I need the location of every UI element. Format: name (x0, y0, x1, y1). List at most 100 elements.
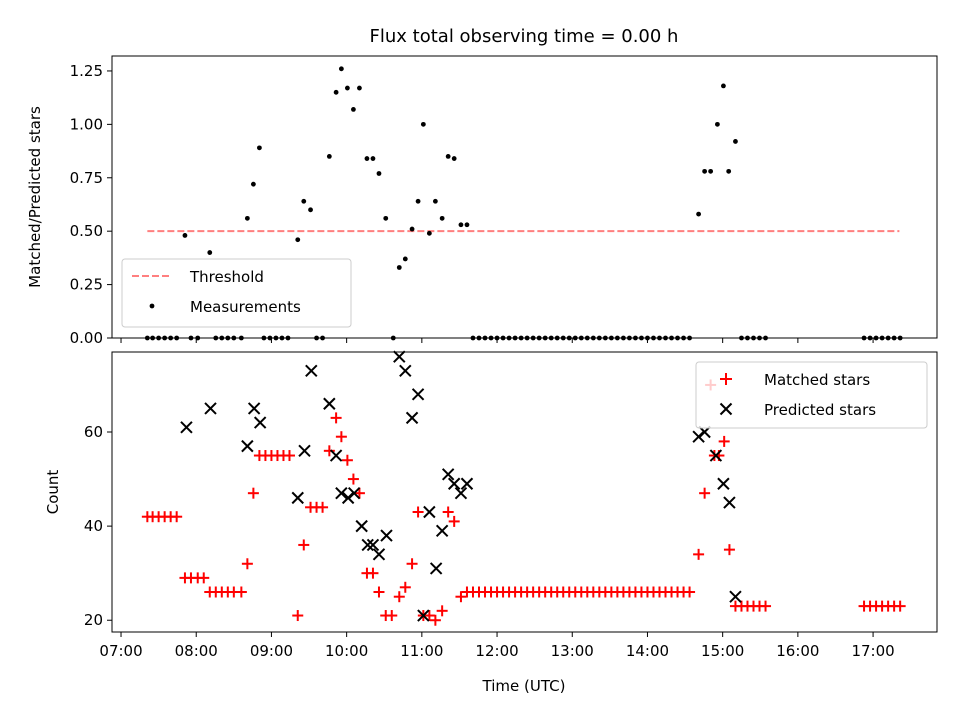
matched-point-49 (448, 515, 460, 527)
matched-point-9 (198, 572, 210, 584)
x-tick-label-4: 11:00 (400, 642, 443, 660)
measurement-point-16 (250, 181, 256, 187)
matched-point-42 (406, 558, 418, 570)
predicted-point-28 (454, 486, 468, 500)
measurement-point-48 (451, 156, 457, 161)
bottom-axes-frame (111, 351, 938, 633)
bottom-y-ticks: 20 40 60 (84, 423, 112, 629)
chart-title: Flux total observing time = 0.00 h (370, 26, 679, 47)
x-tick-label-3: 10:00 (325, 642, 368, 660)
measurement-point-89 (702, 168, 708, 174)
measurement-point-33 (357, 85, 362, 91)
top-axes-frame (111, 55, 938, 339)
matched-point-24 (292, 610, 304, 622)
predicted-point-17 (380, 529, 393, 542)
predicted-point-21 (411, 388, 425, 401)
predicted-point-24 (429, 562, 443, 575)
legend-threshold-label: Threshold (189, 268, 264, 286)
predicted-point-20 (405, 411, 419, 425)
measurement-point-39 (396, 265, 402, 270)
predicted-point-5 (291, 491, 304, 505)
top-panel: 0.00 0.25 0.50 0.75 1.00 1.25 Matched/Predict… (26, 55, 938, 347)
measurement-point-50 (464, 222, 470, 228)
top-y-tick-label-4: 1.00 (70, 115, 103, 133)
legend-predicted-label: Predicted stars (764, 401, 876, 419)
measurement-point-32 (351, 107, 356, 112)
matched-point-28 (317, 501, 329, 513)
matched-point-108 (894, 600, 906, 612)
matched-point-90 (699, 487, 711, 499)
predicted-point-15 (366, 538, 380, 552)
bottom-y-axis-label: Count (44, 470, 62, 515)
top-y-axis-label: Matched/Predicted stars (26, 106, 44, 288)
x-tick-label-2: 09:00 (250, 642, 293, 660)
matched-point-33 (347, 473, 359, 485)
measurement-point-92 (721, 83, 726, 89)
measurement-point-46 (439, 215, 445, 221)
measurement-point-6 (182, 233, 188, 238)
measurement-point-34 (364, 156, 370, 161)
x-tick-label-6: 13:00 (551, 642, 594, 660)
top-legend-box (121, 258, 352, 328)
predicted-point-26 (441, 468, 455, 481)
matched-point-25 (298, 539, 310, 551)
measurement-point-47 (445, 154, 451, 159)
measurement-point-93 (726, 168, 732, 174)
matched-point-34 (353, 487, 365, 499)
matched-point-41 (399, 581, 411, 593)
matched-point-23 (283, 450, 295, 462)
x-axis-label: Time (UTC) (482, 677, 566, 695)
matched-point-48 (442, 506, 454, 518)
x-tick-label-9: 16:00 (776, 642, 819, 660)
predicted-point-4 (253, 416, 267, 429)
bottom-y-tick-label-1: 40 (84, 517, 103, 535)
predicted-point-18 (393, 350, 406, 363)
matched-point-30 (330, 412, 342, 424)
top-y-tick-label-5: 1.25 (70, 62, 103, 80)
bottom-y-tick-label-2: 60 (84, 423, 103, 441)
measurement-point-17 (257, 145, 262, 151)
predicted-point-19 (399, 364, 412, 378)
measurement-point-25 (308, 207, 313, 213)
measurement-point-15 (244, 215, 250, 221)
x-tick-label-8: 15:00 (701, 642, 744, 660)
measurement-point-43 (420, 121, 426, 127)
top-x-ticks (120, 338, 874, 343)
measurement-point-35 (370, 156, 376, 161)
measurement-point-30 (338, 66, 344, 72)
legend-matched-label: Matched stars (764, 371, 870, 389)
predicted-point-16 (372, 548, 386, 561)
bottom-legend-box (695, 361, 928, 429)
matched-point-45 (423, 610, 435, 622)
matched-point-46 (429, 614, 441, 626)
measurement-point-9 (207, 250, 213, 255)
matched-point-36 (367, 567, 379, 579)
matched-point-50 (455, 591, 467, 603)
top-y-ticks: 0.00 0.25 0.50 0.75 1.00 1.25 (70, 62, 112, 347)
matched-point-39 (386, 610, 398, 622)
predicted-point-34 (723, 496, 736, 509)
x-tick-label-0: 07:00 (99, 642, 142, 660)
predicted-point-1 (204, 402, 217, 415)
predicted-point-32 (709, 449, 723, 462)
predicted-point-2 (241, 439, 254, 453)
measurement-point-94 (733, 139, 738, 144)
measurement-point-88 (696, 211, 701, 217)
legend-measurements-swatch (149, 303, 155, 309)
measurement-point-49 (458, 222, 464, 228)
measurement-point-29 (333, 89, 339, 95)
predicted-point-23 (423, 505, 436, 519)
top-y-tick-label-1: 0.25 (70, 276, 103, 294)
predicted-point-8 (323, 397, 336, 410)
matched-point-31 (335, 431, 347, 443)
measurement-point-41 (409, 226, 415, 232)
x-tick-label-7: 14:00 (626, 642, 669, 660)
predicted-point-25 (435, 524, 449, 538)
predicted-point-7 (305, 364, 318, 378)
matched-point-95 (723, 544, 735, 556)
predicted-point-14 (361, 538, 374, 552)
x-tick-label-10: 17:00 (851, 642, 894, 660)
measurement-point-28 (326, 154, 332, 159)
measurement-point-24 (301, 198, 307, 204)
